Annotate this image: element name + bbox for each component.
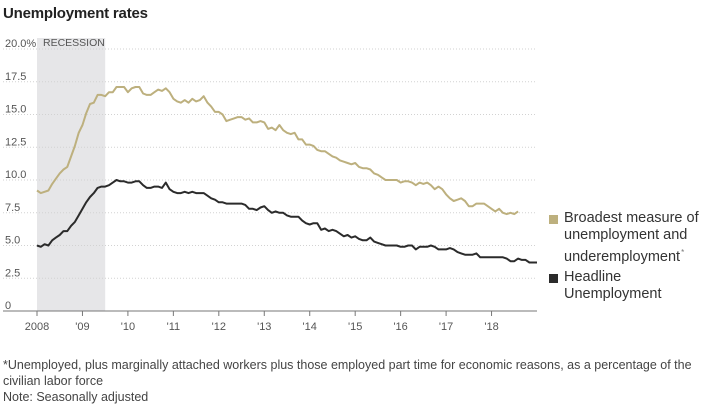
- legend-swatch-broadest: [549, 215, 558, 224]
- series-line-broadest: [36, 86, 519, 216]
- legend-label-line: unemployment and: [564, 227, 688, 243]
- x-tick-label: '16: [393, 321, 407, 333]
- y-tick-label: 12.5: [5, 136, 26, 148]
- y-tick-label: 15.0: [5, 104, 26, 116]
- legend-label-line: Unemployment: [564, 286, 662, 302]
- footnote-marker: *: [681, 248, 685, 257]
- x-tick-label: '09: [75, 321, 89, 333]
- x-tick-label: '18: [484, 321, 498, 333]
- x-tick-label: '11: [167, 321, 181, 333]
- legend-label-line-text: underemployment: [564, 248, 681, 265]
- series-line-headline: [36, 179, 537, 264]
- x-tick-label: '14: [303, 321, 317, 333]
- y-tick-label: 0: [5, 300, 11, 312]
- x-tick-label: '17: [439, 321, 453, 333]
- recession-label: RECESSION: [43, 37, 105, 49]
- source-note: Note: Seasonally adjusted: [3, 390, 149, 404]
- x-tick-label: '13: [257, 321, 271, 333]
- y-tick-label: 7.5: [5, 202, 20, 214]
- x-tick-label: '10: [121, 321, 135, 333]
- y-tick-label: 10.0: [5, 169, 26, 181]
- chart-title: Unemployment rates: [3, 5, 148, 22]
- footnote: *Unemployed, plus marginally attached wo…: [3, 358, 692, 388]
- x-tick-label: '15: [348, 321, 362, 333]
- legend-label-line: Headline: [564, 269, 622, 285]
- y-tick-label: 20.0%: [5, 38, 36, 50]
- y-tick-label: 2.5: [5, 267, 20, 279]
- x-tick-label: '12: [212, 321, 226, 333]
- legend-label-broadest: Broadest measure of unemployment and und…: [564, 210, 699, 266]
- legend-label-line: Broadest measure of: [564, 210, 699, 226]
- recession-band: [37, 38, 106, 311]
- legend-label-headline: Headline Unemployment: [564, 269, 662, 303]
- legend-swatch-headline: [549, 274, 558, 283]
- y-tick-label: 17.5: [5, 71, 26, 83]
- y-tick-label: 5.0: [5, 235, 20, 247]
- legend-label-line: underemployment*: [564, 244, 699, 266]
- x-tick-label: 2008: [25, 321, 49, 333]
